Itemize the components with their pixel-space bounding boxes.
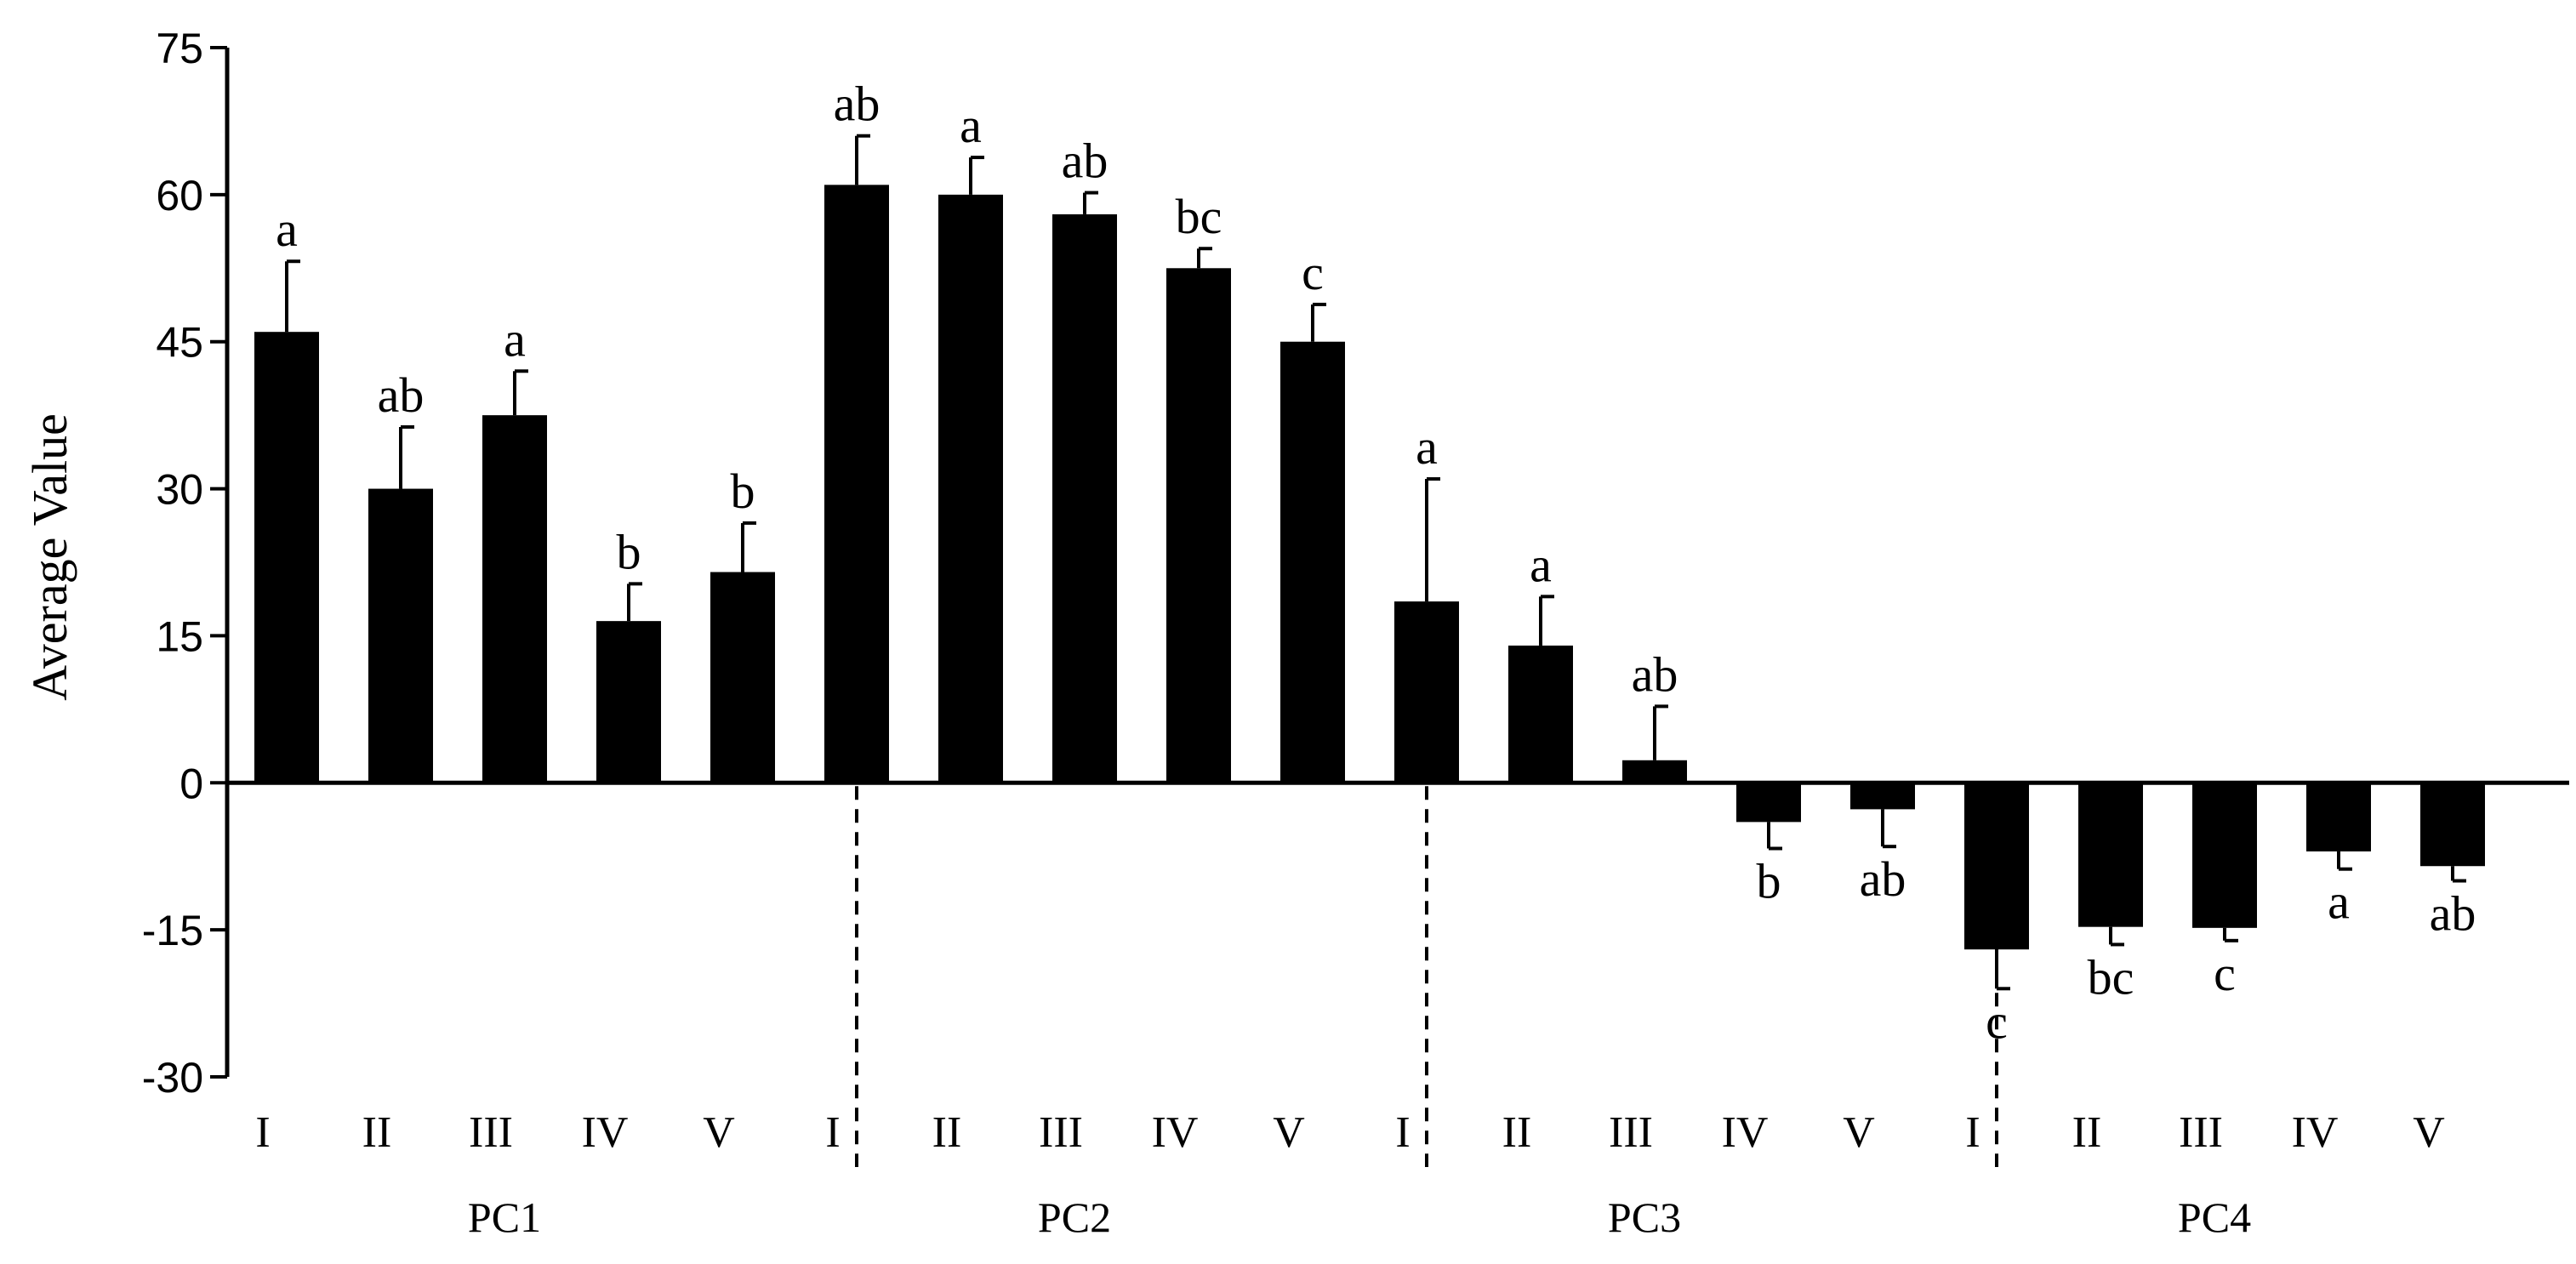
bar	[824, 185, 889, 783]
significance-letter: bc	[2088, 949, 2134, 1005]
bar	[1394, 601, 1459, 783]
significance-letter: a	[276, 202, 298, 257]
y-tick-label: 15	[156, 612, 203, 660]
y-axis-label: Average Value	[22, 413, 77, 701]
significance-letter: a	[2328, 874, 2350, 930]
bar	[710, 572, 775, 783]
category-labels: I II III IV V I II III IV V I II III IV V I II III IV V	[255, 1108, 2444, 1157]
category-label: IV	[1722, 1108, 1769, 1157]
bar	[1166, 268, 1231, 783]
error-bar	[399, 424, 414, 489]
error-bars	[285, 134, 2466, 991]
error-bar	[285, 259, 300, 333]
y-axis-ticks: 75 60 45 30 15 0 -15 -30	[142, 25, 227, 1102]
significance-letter: b	[617, 524, 641, 579]
group-label: PC3	[1608, 1193, 1681, 1241]
error-bar	[1425, 477, 1440, 602]
category-label: V	[1843, 1108, 1875, 1157]
category-label: IV	[582, 1108, 629, 1157]
error-bar	[969, 156, 984, 195]
error-bar	[513, 369, 528, 416]
category-label: I	[825, 1108, 840, 1157]
category-label: III	[1039, 1108, 1083, 1157]
significance-letter: b	[731, 464, 755, 519]
error-bar	[2337, 851, 2352, 871]
error-bar	[855, 134, 870, 185]
significance-letter: ab	[2430, 886, 2476, 942]
significance-letter: a	[504, 311, 526, 367]
error-bar	[1767, 822, 1782, 851]
significance-letter: a	[1416, 419, 1438, 475]
category-label: I	[255, 1108, 270, 1157]
category-label: IV	[1152, 1108, 1199, 1157]
category-label: III	[469, 1108, 513, 1157]
y-tick-label: 45	[156, 319, 203, 367]
error-bar	[627, 582, 642, 622]
error-bar	[2109, 926, 2124, 947]
group-label: PC2	[1038, 1193, 1111, 1241]
error-bar	[1881, 809, 1896, 849]
bar	[1850, 783, 1915, 810]
category-label: II	[932, 1108, 962, 1157]
error-bar	[1653, 704, 1668, 760]
y-tick-label: 0	[180, 760, 203, 807]
bar	[254, 332, 319, 783]
significance-letter: a	[1530, 537, 1552, 592]
bars	[254, 185, 2485, 950]
error-bar	[1995, 949, 2010, 991]
category-label: III	[1609, 1108, 1653, 1157]
error-bar	[2451, 866, 2466, 883]
category-label: IV	[2292, 1108, 2339, 1157]
bar	[368, 488, 433, 783]
bar	[482, 415, 547, 783]
significance-letter: ab	[1062, 134, 1108, 189]
group-label: PC1	[468, 1193, 541, 1241]
category-label: II	[2072, 1108, 2102, 1157]
bar	[596, 621, 661, 783]
error-bar	[1083, 191, 1098, 214]
category-label: II	[1502, 1108, 1532, 1157]
category-label: V	[1273, 1108, 1305, 1157]
bar	[2078, 783, 2143, 927]
category-label: II	[362, 1108, 392, 1157]
significance-letter: a	[960, 98, 982, 153]
bar	[1622, 760, 1687, 783]
error-bar	[741, 521, 756, 572]
error-bar	[1539, 595, 1554, 646]
category-label: V	[703, 1108, 735, 1157]
category-label: I	[1395, 1108, 1410, 1157]
significance-letter: bc	[1176, 189, 1222, 244]
bar	[2420, 783, 2485, 867]
significance-letters: aababbabaabbccaaabbabcbccaab	[276, 77, 2476, 1050]
bar	[2192, 783, 2257, 928]
y-tick-label: 30	[156, 466, 203, 514]
error-bar	[1197, 247, 1212, 269]
y-tick-label: 75	[156, 25, 203, 72]
significance-letter: ab	[834, 77, 881, 132]
significance-letter: ab	[1860, 851, 1906, 907]
bar	[1508, 645, 1573, 783]
error-bar	[1311, 302, 1326, 342]
category-label: V	[2413, 1108, 2445, 1157]
y-tick-label: -30	[142, 1054, 203, 1102]
group-label: PC4	[2178, 1193, 2251, 1241]
significance-letter: c	[2214, 946, 2236, 1001]
group-labels: PC1 PC2 PC3 PC4	[468, 1193, 2251, 1241]
significance-letter: b	[1757, 853, 1781, 908]
bar	[938, 194, 1003, 783]
significance-letter: ab	[1632, 646, 1678, 702]
bar	[1280, 341, 1345, 783]
significance-letter: c	[1302, 245, 1324, 300]
error-bar	[2223, 927, 2238, 942]
category-label: I	[1965, 1108, 1980, 1157]
bar	[1736, 783, 1801, 823]
category-label: III	[2179, 1108, 2223, 1157]
group-separators	[855, 786, 1998, 1167]
bar	[1052, 214, 1117, 783]
y-tick-label: -15	[142, 907, 203, 954]
y-tick-label: 60	[156, 172, 203, 219]
significance-letter: ab	[378, 367, 425, 423]
bar	[2306, 783, 2371, 851]
